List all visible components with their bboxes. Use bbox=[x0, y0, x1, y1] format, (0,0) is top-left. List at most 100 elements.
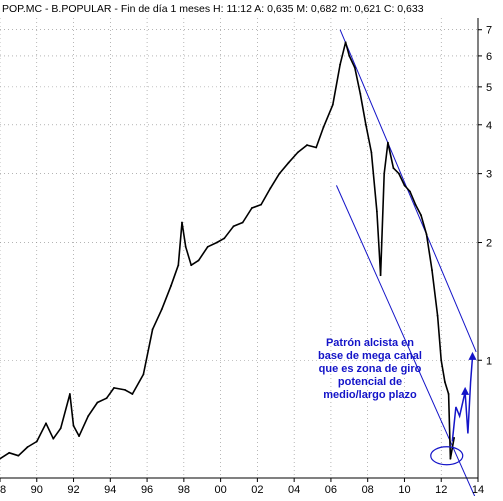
price-point bbox=[241, 221, 244, 224]
price-point bbox=[59, 427, 62, 430]
y-tick-label: 7 bbox=[486, 25, 492, 37]
channel-line bbox=[339, 29, 477, 353]
price-point bbox=[124, 388, 126, 391]
price-point bbox=[344, 41, 347, 44]
price-point bbox=[409, 190, 411, 193]
x-tick-label: 06 bbox=[325, 484, 337, 496]
price-point bbox=[436, 314, 439, 317]
price-point bbox=[113, 386, 115, 389]
x-tick-label: 96 bbox=[141, 484, 153, 496]
price-point bbox=[177, 264, 180, 267]
price-point bbox=[45, 422, 47, 425]
channel-lines bbox=[335, 29, 478, 501]
price-point bbox=[331, 103, 334, 106]
price-point bbox=[414, 203, 417, 206]
annotation-line: medio/largo plazo bbox=[323, 389, 417, 401]
x-tick-label: 12 bbox=[435, 484, 447, 496]
x-tick-label: 08 bbox=[362, 484, 374, 496]
price-point bbox=[444, 381, 446, 383]
price-point bbox=[420, 214, 422, 217]
price-point bbox=[306, 144, 308, 146]
price-point bbox=[216, 241, 218, 244]
base-ellipse bbox=[430, 446, 464, 466]
price-point bbox=[379, 274, 382, 277]
price-point bbox=[181, 221, 183, 224]
price-point bbox=[170, 284, 172, 287]
price-point bbox=[151, 328, 154, 331]
annotation-line: base de mega canal bbox=[318, 350, 422, 362]
price-point bbox=[370, 151, 373, 154]
x-tick-label: 10 bbox=[398, 484, 410, 496]
price-point bbox=[403, 184, 406, 187]
x-tick-label: 92 bbox=[67, 484, 79, 496]
price-point bbox=[0, 457, 1, 460]
price-point bbox=[184, 245, 187, 248]
y-tick-label: 5 bbox=[486, 82, 492, 94]
x-tick-label: 00 bbox=[214, 484, 226, 496]
y-tick-label: 4 bbox=[486, 120, 492, 132]
price-point bbox=[348, 55, 351, 57]
price-point bbox=[398, 172, 400, 175]
price-point bbox=[440, 359, 443, 362]
price-point bbox=[383, 172, 386, 175]
price-point bbox=[78, 435, 80, 437]
price-point bbox=[131, 393, 134, 395]
price-point bbox=[160, 308, 163, 311]
price-point bbox=[68, 393, 71, 395]
price-point bbox=[26, 446, 29, 448]
price-point bbox=[364, 123, 367, 126]
price-point bbox=[96, 401, 99, 404]
price-point bbox=[315, 146, 318, 149]
price-point bbox=[447, 393, 450, 395]
price-point bbox=[359, 92, 362, 95]
price-point bbox=[322, 126, 325, 128]
y-tick-label: 3 bbox=[486, 169, 492, 181]
axes: 88909294969800020406081012141234567 bbox=[0, 18, 492, 496]
price-point bbox=[453, 437, 455, 439]
x-tick-label: 02 bbox=[251, 484, 263, 496]
x-tick-label: 90 bbox=[31, 484, 43, 496]
price-point bbox=[287, 161, 290, 164]
price-point bbox=[142, 373, 145, 376]
annotation-line: que es zona de giro bbox=[319, 363, 422, 375]
x-tick-label: 04 bbox=[288, 484, 300, 496]
price-point bbox=[431, 269, 433, 272]
price-point bbox=[339, 63, 342, 66]
price-point bbox=[278, 172, 281, 175]
price-point bbox=[223, 237, 226, 240]
price-point bbox=[449, 457, 452, 460]
arrow-head bbox=[461, 386, 470, 395]
price-point bbox=[206, 245, 209, 248]
price-point bbox=[52, 437, 55, 440]
price-line bbox=[0, 41, 455, 460]
price-point bbox=[353, 66, 356, 69]
price-point bbox=[387, 141, 389, 144]
price-point bbox=[296, 151, 299, 154]
price-point bbox=[232, 225, 235, 228]
price-point bbox=[105, 397, 108, 400]
price-point bbox=[35, 440, 38, 443]
price-point bbox=[8, 451, 11, 454]
price-point bbox=[392, 167, 395, 169]
annotations: Patrón alcista en base de mega canal que e… bbox=[318, 337, 477, 466]
price-point bbox=[425, 233, 428, 236]
x-tick-label: 14 bbox=[472, 484, 484, 496]
price-point bbox=[197, 259, 200, 262]
x-tick-label: 88 bbox=[0, 484, 6, 496]
price-point bbox=[250, 207, 253, 209]
y-tick-label: 1 bbox=[486, 355, 492, 367]
x-tick-label: 98 bbox=[178, 484, 190, 496]
price-series bbox=[0, 41, 455, 460]
price-point bbox=[87, 415, 90, 417]
price-point bbox=[375, 210, 378, 213]
y-tick-label: 6 bbox=[486, 51, 492, 63]
price-point bbox=[260, 203, 262, 206]
annotation-line: Patrón alcista en bbox=[326, 337, 414, 349]
price-point bbox=[190, 264, 193, 267]
y-tick-label: 2 bbox=[486, 238, 492, 250]
channel-line bbox=[335, 185, 478, 501]
chart-title: POP.MC - B.POPULAR - Fin de día 1 meses … bbox=[2, 3, 424, 15]
price-point bbox=[72, 424, 75, 427]
